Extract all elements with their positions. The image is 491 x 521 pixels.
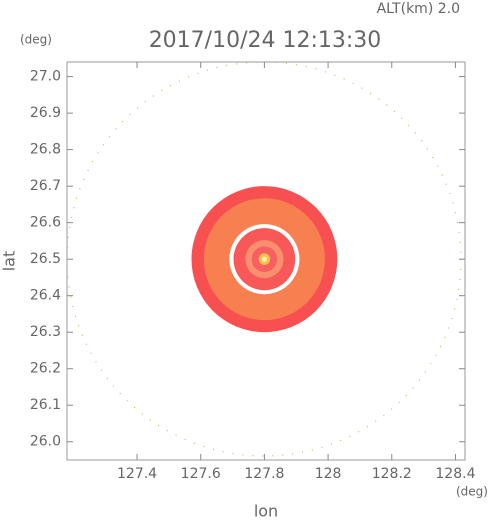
y-tick-label: 26.5 [30,251,61,267]
y-tick-label: 26.3 [30,324,61,340]
y-tick-label: 26.4 [30,288,61,304]
x-tick-label: 128.4 [435,466,475,482]
y-tick-label: 26.6 [30,215,61,231]
y-tick-label: 26.0 [30,434,61,450]
y-tick-label: 26.1 [30,397,61,413]
echo-ring [261,256,267,262]
y-tick-label: 26.7 [30,178,61,194]
y-tick-label: 26.2 [30,361,61,377]
y-unit: (deg) [20,33,52,47]
y-label: lat [0,251,19,272]
altitude-label: ALT(km) 2.0 [377,1,460,17]
y-tick-label: 26.8 [30,142,61,158]
x-unit: (deg) [456,485,488,499]
y-tick-label: 26.9 [30,105,61,121]
x-tick-label: 128 [315,466,342,482]
x-tick-label: 127.8 [244,466,284,482]
x-tick-label: 127.4 [117,466,157,482]
plot-frame [66,61,466,461]
x-label: lon [254,502,278,521]
x-tick-label: 127.6 [181,466,221,482]
y-tick-label: 27.0 [30,69,61,85]
chart-title: 2017/10/24 12:13:30 [149,28,382,53]
x-tick-label: 128.2 [372,466,412,482]
